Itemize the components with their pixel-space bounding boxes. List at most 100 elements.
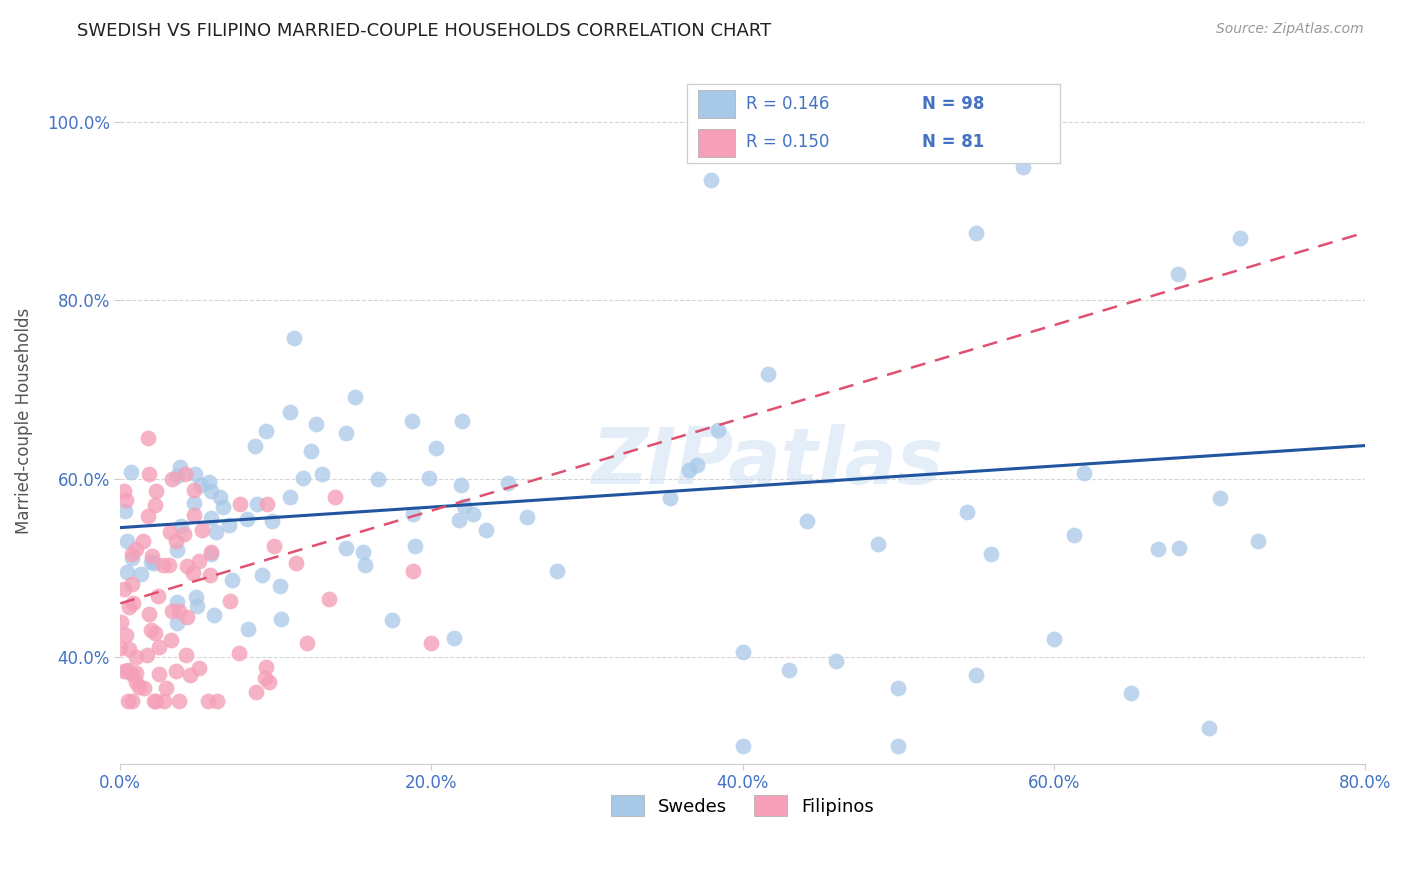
Point [887, 681, 910, 695]
Point [756, 367, 779, 381]
Point [965, 227, 987, 241]
Point [173, 467, 195, 481]
Point [546, 564, 568, 578]
Point [148, 666, 170, 681]
Point [825, 654, 848, 668]
Point [166, 469, 188, 483]
Text: ZIPatlas: ZIPatlas [592, 424, 943, 500]
Point [1063, 528, 1085, 542]
Point [887, 739, 910, 753]
Point [136, 431, 159, 445]
Point [318, 592, 340, 607]
Point [186, 591, 208, 605]
Point [404, 539, 426, 553]
Point [153, 694, 176, 708]
Point [121, 547, 143, 561]
Point [1042, 632, 1064, 646]
Point [209, 491, 232, 505]
Point [112, 582, 135, 596]
Point [218, 517, 240, 532]
Point [121, 694, 143, 708]
Point [167, 694, 190, 708]
Point [256, 497, 278, 511]
Point [1073, 466, 1095, 480]
Text: Source: ZipAtlas.com: Source: ZipAtlas.com [1216, 22, 1364, 37]
Point [148, 640, 170, 655]
Point [1121, 685, 1143, 699]
Point [132, 533, 155, 548]
Point [145, 483, 167, 498]
Point [1229, 231, 1251, 245]
Point [165, 534, 187, 549]
Point [169, 518, 191, 533]
Point [141, 549, 163, 563]
Point [129, 566, 152, 581]
Point [166, 615, 188, 630]
Point [141, 623, 163, 637]
Point [443, 631, 465, 645]
Point [1167, 267, 1189, 281]
Point [236, 512, 259, 526]
Legend: Swedes, Filipinos: Swedes, Filipinos [605, 789, 882, 823]
Point [352, 545, 374, 559]
Point [731, 645, 754, 659]
Point [152, 558, 174, 572]
Point [115, 534, 138, 549]
Point [198, 568, 221, 582]
Point [305, 417, 328, 431]
Point [425, 442, 447, 456]
Point [117, 663, 139, 677]
Point [132, 681, 155, 695]
Point [447, 513, 470, 527]
Point [118, 600, 141, 615]
Point [212, 500, 235, 514]
Point [186, 599, 208, 614]
Point [174, 648, 197, 662]
Point [250, 568, 273, 582]
Y-axis label: Married-couple Households: Married-couple Households [15, 308, 32, 533]
Point [980, 547, 1002, 561]
Point [142, 556, 165, 570]
Point [143, 626, 166, 640]
Point [285, 556, 308, 570]
Point [148, 589, 170, 603]
Point [205, 525, 228, 540]
Point [121, 666, 143, 681]
Point [254, 424, 277, 438]
Point [335, 541, 357, 556]
Point [176, 559, 198, 574]
Point [516, 510, 538, 524]
Point [169, 460, 191, 475]
Point [160, 604, 183, 618]
Point [179, 667, 201, 681]
Point [176, 610, 198, 624]
Point [183, 508, 205, 522]
Point [401, 414, 423, 428]
Point [707, 423, 730, 437]
Point [1209, 491, 1232, 505]
Point [1147, 541, 1170, 556]
Point [197, 475, 219, 489]
Point [295, 636, 318, 650]
Point [115, 628, 138, 642]
Point [498, 476, 520, 491]
Point [254, 660, 277, 674]
Point [122, 596, 145, 610]
Point [450, 414, 472, 428]
Point [169, 603, 191, 617]
Point [291, 471, 314, 485]
Point [145, 694, 167, 708]
Point [121, 551, 143, 566]
Point [187, 554, 209, 568]
Point [229, 497, 252, 511]
Point [700, 173, 723, 187]
Point [143, 694, 166, 708]
Point [1246, 533, 1268, 548]
Point [367, 473, 389, 487]
Point [135, 648, 157, 662]
Point [868, 537, 890, 551]
Point [1198, 721, 1220, 735]
Point [245, 684, 267, 698]
Point [354, 558, 377, 573]
Point [155, 681, 177, 695]
